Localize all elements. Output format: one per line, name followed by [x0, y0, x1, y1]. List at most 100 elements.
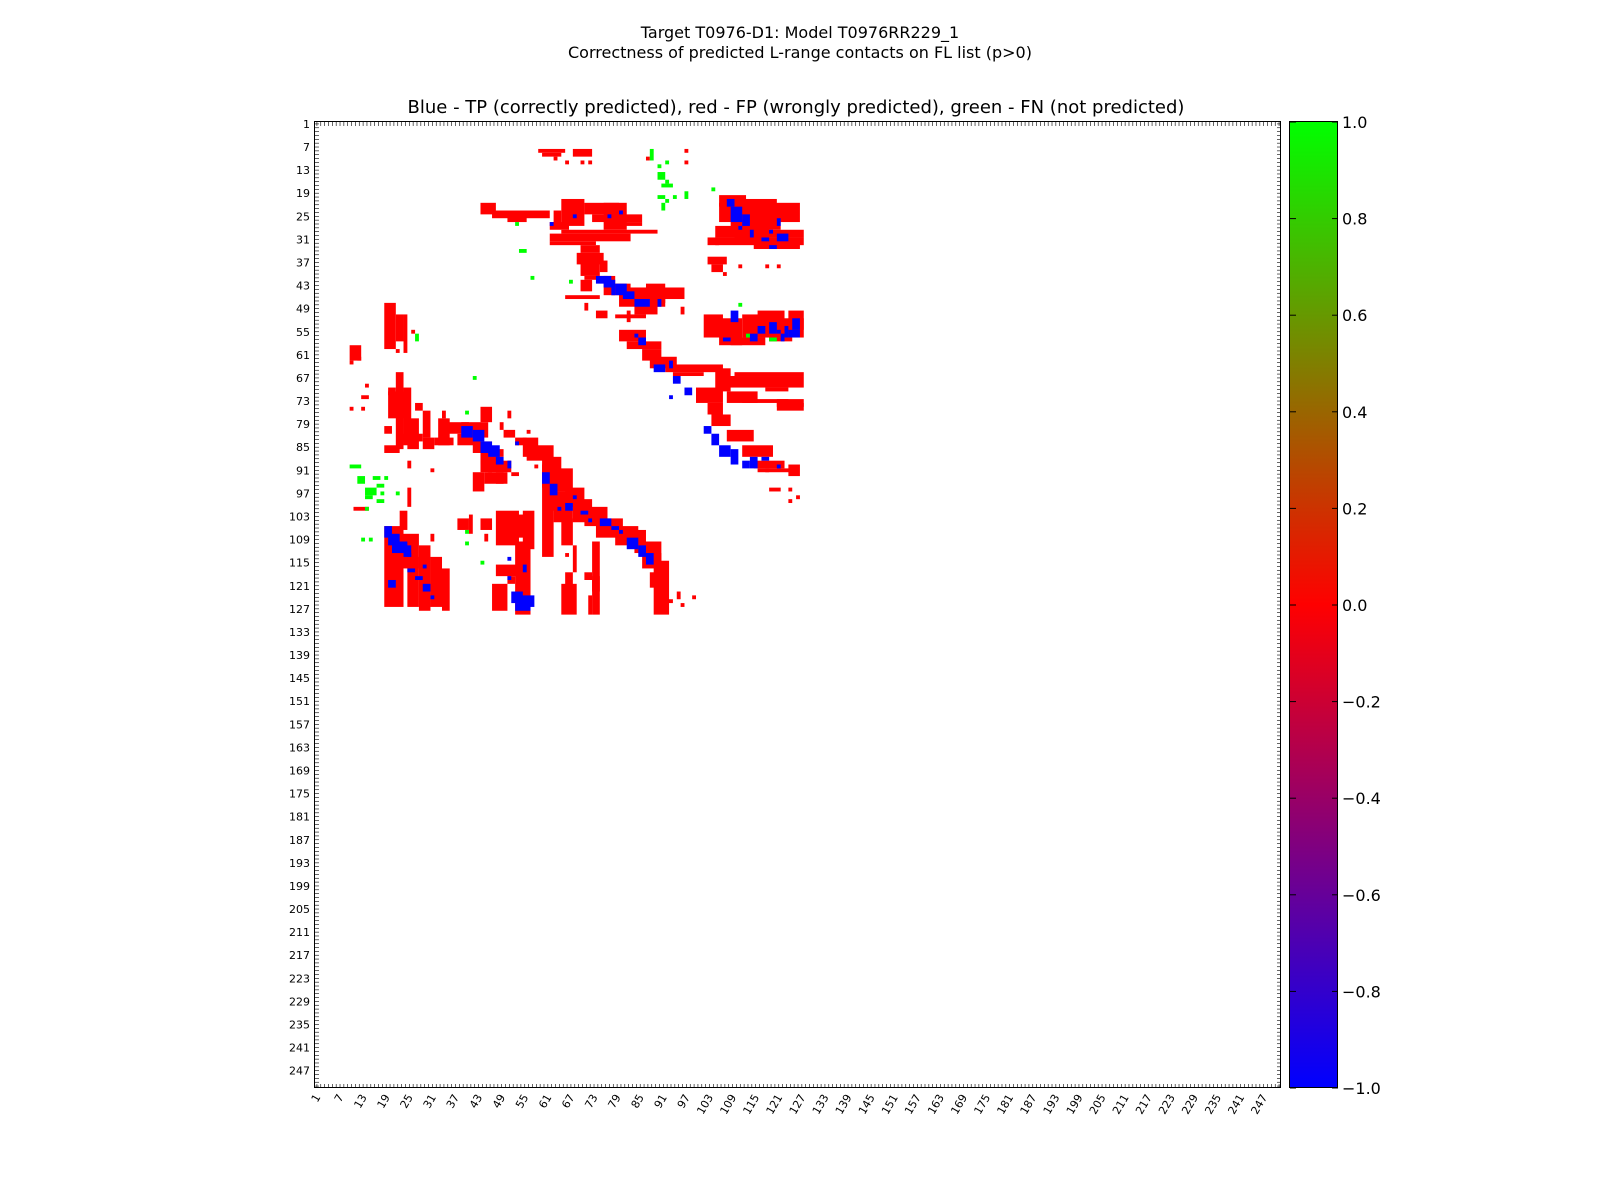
contact-cell-fp: [442, 568, 450, 611]
y-tick-label: 49: [296, 303, 310, 316]
contact-cell-fp: [565, 553, 570, 557]
contact-cell-fp: [457, 433, 481, 446]
contact-cell-fp: [680, 603, 685, 607]
contact-cell-tp: [507, 556, 512, 561]
contact-cell-tp: [749, 333, 758, 342]
contact-cell-tp: [653, 364, 666, 373]
contact-cell-fp: [580, 279, 593, 292]
y-tick-label: 85: [296, 441, 310, 454]
contact-cell-fp: [642, 349, 662, 361]
contact-cell-fp: [442, 410, 446, 419]
contact-cell-fp: [561, 198, 585, 226]
contact-cell-fp: [557, 503, 566, 511]
x-tick-label: 19: [375, 1092, 393, 1111]
contact-cell-fp: [422, 410, 431, 438]
y-tick-label: 115: [289, 557, 310, 570]
contact-cell-fp: [388, 387, 396, 396]
x-tick-label: 115: [741, 1092, 763, 1117]
contact-cell-tp: [645, 299, 650, 307]
contact-cell-tp: [749, 229, 754, 238]
contact-cell-fp: [565, 572, 573, 588]
contact-cell-fp: [707, 237, 720, 246]
contact-cell-fn: [472, 376, 477, 380]
contact-cell-fn: [661, 183, 673, 188]
x-tick-label: 229: [1179, 1092, 1201, 1117]
contact-cell-fp: [788, 487, 793, 492]
contact-cell-fn: [657, 164, 662, 169]
contact-cell-fn: [769, 337, 777, 342]
contact-cell-fp: [395, 314, 404, 342]
contact-cell-fp: [561, 229, 658, 234]
contact-cell-fp: [384, 302, 396, 350]
contact-cell-fp: [503, 429, 516, 438]
x-tick-label: 37: [444, 1092, 462, 1111]
contact-cell-fp: [534, 464, 539, 469]
contact-cell-fp: [584, 202, 620, 215]
contact-cell-fp: [349, 406, 354, 411]
contact-cell-tp: [407, 568, 416, 573]
contact-cell-tp: [603, 279, 616, 288]
contact-cell-fp: [726, 376, 804, 388]
contact-cell-fp: [549, 241, 596, 246]
contact-cell-fn: [465, 529, 469, 534]
y-tick-label: 187: [289, 834, 310, 847]
x-tick-label: 181: [995, 1092, 1017, 1117]
x-tick-label: 187: [1018, 1092, 1040, 1117]
contact-cell-fp: [349, 345, 362, 361]
contact-cell-fp: [657, 287, 685, 300]
contact-cell-tp: [711, 433, 720, 446]
contact-cell-fp: [561, 583, 577, 615]
y-tick-label: 79: [296, 418, 310, 431]
contact-cell-fn: [349, 464, 362, 469]
contact-cell-fp: [561, 518, 573, 542]
contact-cell-tp: [507, 576, 512, 580]
contact-cell-fp: [726, 391, 758, 403]
y-tick-label: 103: [289, 510, 310, 523]
contact-cell-fp: [365, 383, 369, 388]
contact-cell-tp: [522, 564, 527, 573]
contact-cell-tp: [549, 483, 558, 496]
x-tick-label: 67: [559, 1092, 577, 1111]
x-tick-label: 121: [764, 1092, 786, 1117]
contact-cell-tp: [515, 603, 531, 611]
contact-cell-fn: [661, 202, 666, 211]
contact-cell-fp: [742, 399, 789, 403]
x-tick-label: 97: [675, 1092, 693, 1111]
contact-cell-fp: [588, 595, 593, 615]
contact-cell-fp: [495, 564, 523, 577]
x-tick-label: 145: [856, 1092, 878, 1117]
contact-cell-fp: [542, 464, 554, 557]
contact-cell-fp: [538, 148, 566, 153]
x-tick-label: 43: [467, 1092, 485, 1111]
contact-cell-tp: [480, 441, 493, 453]
contact-cell-fp: [484, 472, 504, 484]
y-tick-label: 43: [296, 280, 310, 293]
y-tick-label: 145: [289, 672, 310, 685]
contact-cell-fn: [372, 476, 381, 480]
contact-cell-fn: [649, 148, 654, 161]
contact-cell-fp: [584, 275, 608, 280]
contact-cell-fp: [561, 541, 573, 546]
contact-cell-fp: [765, 468, 793, 473]
contact-cell-tp: [422, 583, 431, 592]
contact-cell-fp: [499, 422, 504, 430]
series-fn: [349, 148, 777, 565]
contact-cell-fp: [649, 553, 662, 565]
contact-cell-fn: [376, 499, 385, 504]
contact-cell-tp: [542, 472, 550, 484]
y-tick-label: 205: [289, 903, 310, 916]
contact-cell-fp: [765, 264, 770, 269]
contact-cell-tp: [761, 456, 770, 461]
y-tick-label: 109: [289, 534, 310, 547]
y-tick-label: 127: [289, 603, 310, 616]
contact-cell-tp: [780, 333, 785, 342]
x-tick-label: 235: [1202, 1092, 1224, 1117]
contact-cell-fp: [565, 295, 600, 300]
colorbar-tick-label: −0.6: [1342, 886, 1381, 905]
contact-cell-tp: [619, 210, 623, 215]
contact-cell-tp: [391, 541, 408, 554]
contact-cell-fp: [480, 406, 493, 423]
y-tick-label: 181: [289, 811, 310, 824]
x-tick-label: 241: [1225, 1092, 1247, 1117]
